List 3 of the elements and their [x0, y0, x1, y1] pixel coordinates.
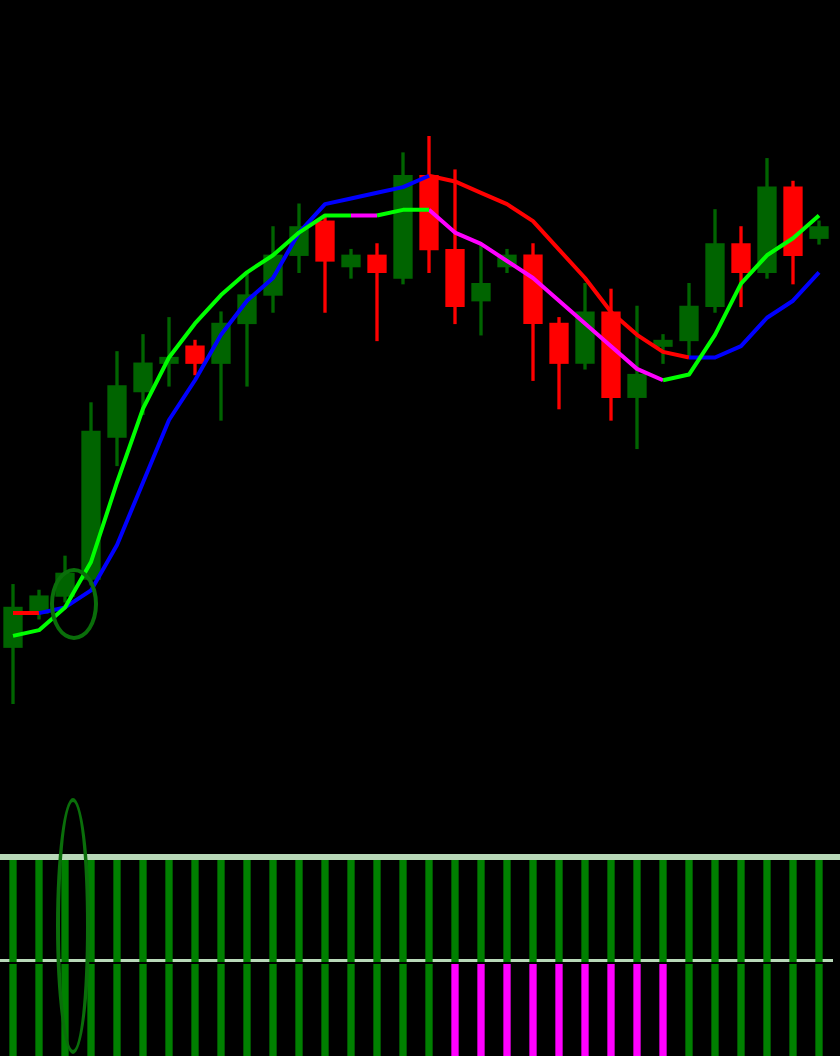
- candlestick: [367, 243, 387, 342]
- candlestick: [471, 243, 491, 336]
- candlestick: [627, 305, 647, 450]
